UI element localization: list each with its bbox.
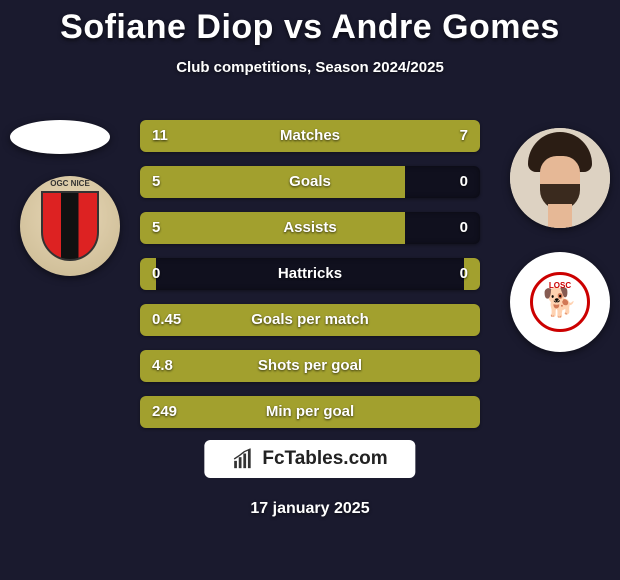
page-title: Sofiane Diop vs Andre Gomes (0, 0, 620, 47)
stat-label: Min per goal (140, 396, 480, 428)
stat-row: 00Hattricks (140, 258, 480, 290)
stat-row: 117Matches (140, 120, 480, 152)
club-left-label: OGC NICE (50, 179, 90, 188)
club-left-logo: OGC NICE (20, 176, 120, 276)
stat-row: 249Min per goal (140, 396, 480, 428)
stat-label: Goals per match (140, 304, 480, 336)
stat-label: Matches (140, 120, 480, 152)
stat-row: 50Assists (140, 212, 480, 244)
stat-row: 50Goals (140, 166, 480, 198)
stat-label: Goals (140, 166, 480, 198)
date-label: 17 january 2025 (0, 500, 620, 518)
stat-label: Shots per goal (140, 350, 480, 382)
stat-row: 4.8Shots per goal (140, 350, 480, 382)
dog-icon: 🐕 (543, 286, 578, 319)
club-right-logo: LOSC 🐕 (510, 252, 610, 352)
club-right-label: LOSC (549, 281, 571, 290)
player-left-photo (10, 120, 110, 154)
footer-brand: FcTables.com (204, 440, 415, 478)
stat-label: Hattricks (140, 258, 480, 290)
stat-row: 0.45Goals per match (140, 304, 480, 336)
chart-icon (232, 448, 254, 470)
footer-brand-text: FcTables.com (262, 448, 387, 470)
stat-label: Assists (140, 212, 480, 244)
stats-bars: 117Matches 50Goals 50Assists 00Hattricks 0.4… (140, 120, 480, 442)
subtitle: Club competitions, Season 2024/2025 (0, 59, 620, 76)
player-right-photo (510, 128, 610, 228)
